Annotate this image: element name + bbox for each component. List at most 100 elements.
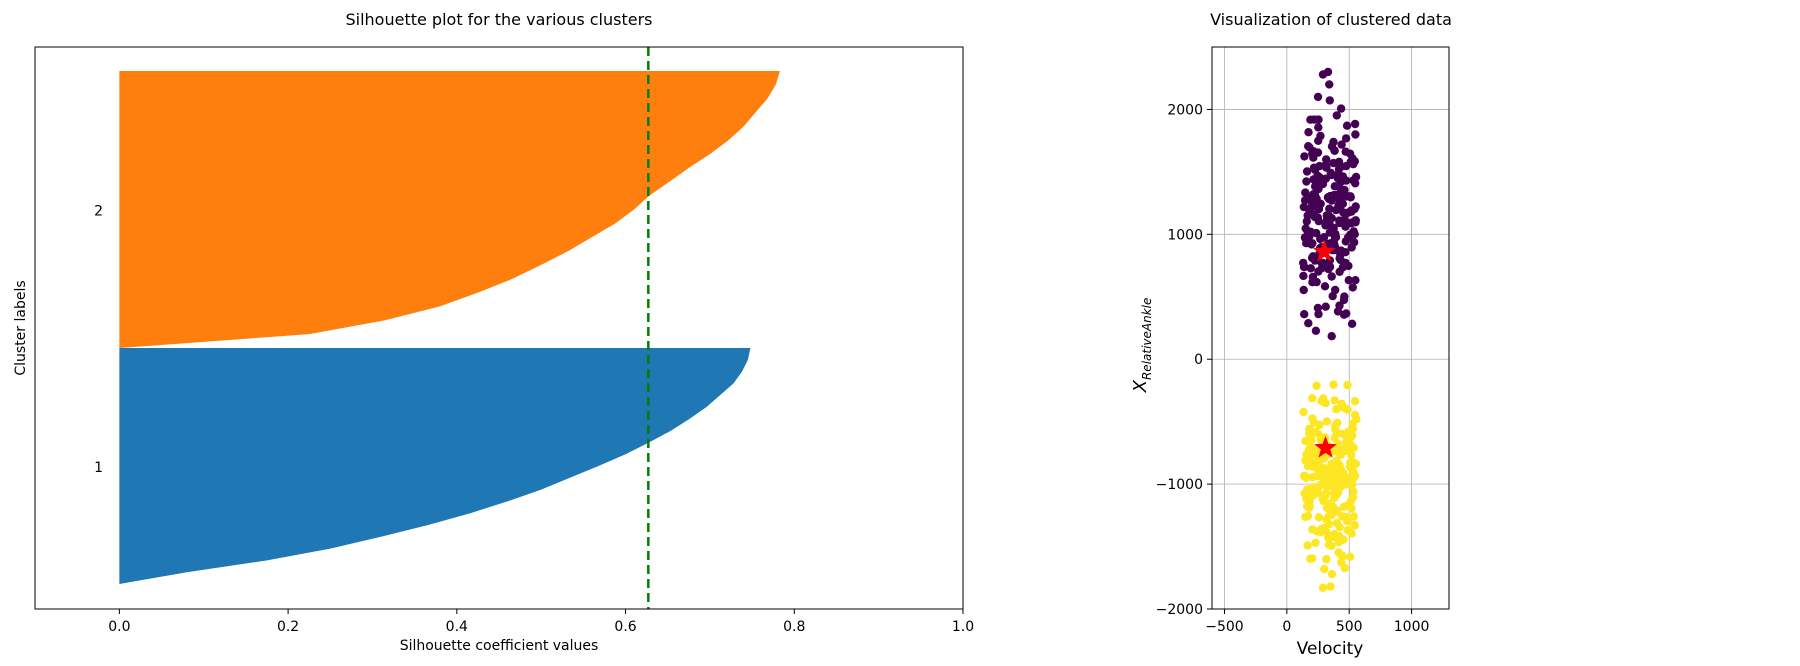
scatter-x-ticks: −500 0 500 1000: [1205, 609, 1429, 635]
scatter-x-tick-label: 500: [1336, 619, 1363, 635]
scatter-point-cluster-1: [1309, 175, 1318, 184]
scatter-point-cluster-1: [1329, 158, 1338, 168]
scatter-point-cluster-1: [1325, 204, 1334, 213]
scatter-point-cluster-2: [1314, 429, 1323, 439]
scatter-point-cluster-1: [1336, 246, 1346, 255]
scatter-point-cluster-1: [1339, 208, 1348, 217]
scatter-point-cluster-1: [1351, 218, 1360, 227]
scatter-point-cluster-2: [1308, 394, 1317, 403]
scatter-point-cluster-2: [1313, 472, 1322, 481]
scatter-point-cluster-1: [1349, 160, 1358, 169]
scatter-point-cluster-2: [1326, 462, 1335, 471]
scatter-point-cluster-2: [1312, 381, 1321, 390]
scatter-point-cluster-1: [1321, 302, 1330, 311]
scatter-point-cluster-2: [1346, 440, 1355, 449]
silhouette-bars: [119, 71, 780, 584]
scatter-plot-frame: [1211, 46, 1450, 610]
silhouette-x-tick-label: 1.0: [952, 619, 974, 635]
scatter-point-cluster-1: [1306, 115, 1315, 124]
scatter-point-cluster-2: [1308, 554, 1317, 563]
scatter-point-cluster-1: [1308, 239, 1317, 248]
centroid-markers: [1312, 239, 1337, 458]
silhouette-chart: Silhouette plot for the various clusters…: [13, 10, 974, 654]
scatter-x-tick-label: 0: [1282, 619, 1291, 635]
scatter-y-label-sub: RelativeAnkle: [1140, 298, 1154, 380]
scatter-point-cluster-1: [1329, 223, 1338, 233]
scatter-point-cluster-1: [1334, 170, 1343, 179]
scatter-point-cluster-1: [1325, 80, 1334, 89]
scatter-point-cluster-2: [1306, 453, 1316, 462]
scatter-point-cluster-2: [1332, 456, 1341, 465]
silhouette-x-tick-label: 0.0: [108, 619, 130, 635]
scatter-point-cluster-1: [1314, 115, 1323, 124]
scatter-y-tick-label: 0: [1194, 352, 1203, 368]
scatter-point-cluster-1: [1329, 137, 1338, 147]
scatter-point-cluster-1: [1337, 140, 1346, 149]
scatter-point-cluster-1: [1304, 319, 1313, 328]
scatter-point-cluster-1: [1316, 131, 1325, 141]
scatter-point-cluster-1: [1304, 128, 1313, 137]
scatter-point-cluster-2: [1314, 513, 1324, 522]
cluster-label-2: 2: [94, 204, 103, 220]
scatter-point-cluster-1: [1344, 276, 1354, 285]
silhouette-band-1: [119, 348, 751, 584]
scatter-y-ticks: −2000 −1000 0 1000 2000: [1156, 102, 1212, 618]
scatter-point-cluster-2: [1324, 480, 1333, 489]
scatter-point-cluster-1: [1309, 147, 1318, 156]
scatter-point-cluster-2: [1336, 450, 1346, 459]
scatter-point-cluster-2: [1303, 511, 1313, 521]
scatter-point-cluster-1: [1336, 104, 1346, 113]
scatter-point-cluster-1: [1325, 262, 1335, 272]
centroid-star-1: [1312, 239, 1336, 262]
centroid-star-2: [1314, 435, 1337, 458]
scatter-point-cluster-1: [1347, 319, 1357, 328]
scatter-point-cluster-1: [1318, 70, 1328, 79]
scatter-point-cluster-1: [1323, 216, 1332, 225]
scatter-point-cluster-1: [1321, 160, 1330, 170]
scatter-point-cluster-2: [1343, 516, 1352, 526]
scatter-point-cluster-1: [1325, 96, 1335, 105]
scatter-point-cluster-2: [1324, 519, 1334, 529]
scatter-point-cluster-2: [1299, 407, 1308, 417]
scatter-point-cluster-1: [1338, 217, 1348, 226]
scatter-y-tick-label: 1000: [1167, 227, 1203, 243]
scatter-point-cluster-1: [1309, 163, 1319, 172]
silhouette-x-tick-label: 0.6: [614, 619, 636, 635]
scatter-point-cluster-1: [1308, 272, 1318, 282]
scatter-point-cluster-1: [1349, 227, 1358, 236]
silhouette-plot-frame: [34, 46, 964, 610]
scatter-point-cluster-2: [1316, 528, 1326, 537]
scatter-point-cluster-2: [1306, 442, 1315, 451]
scatter-point-cluster-1: [1327, 332, 1336, 341]
scatter-point-cluster-2: [1314, 483, 1323, 492]
scatter-point-cluster-2: [1350, 397, 1360, 406]
scatter-point-cluster-1: [1326, 191, 1335, 201]
scatter-point-cluster-1: [1351, 276, 1360, 285]
scatter-point-cluster-2: [1313, 454, 1323, 464]
scatter-point-cluster-2: [1329, 489, 1339, 498]
silhouette-x-tick-label: 0.2: [277, 619, 299, 635]
scatter-point-cluster-1: [1321, 174, 1331, 183]
scatter-point-cluster-1: [1300, 196, 1310, 205]
scatter-point-cluster-1: [1311, 326, 1321, 335]
scatter-point-cluster-1: [1328, 291, 1337, 301]
silhouette-band-2: [119, 71, 780, 348]
scatter-point-cluster-2: [1343, 405, 1352, 414]
scatter-point-cluster-1: [1309, 190, 1318, 199]
scatter-point-cluster-2: [1350, 520, 1359, 530]
silhouette-x-label: Silhouette coefficient values: [400, 638, 599, 654]
scatter-point-cluster-1: [1300, 152, 1309, 161]
scatter-point-cluster-1: [1314, 309, 1323, 319]
scatter-x-tick-label: 1000: [1394, 619, 1430, 635]
silhouette-x-tick-label: 0.8: [783, 619, 805, 635]
scatter-point-cluster-2: [1347, 450, 1356, 460]
scatter-point-cluster-1: [1339, 295, 1349, 305]
scatter-point-cluster-2: [1329, 380, 1338, 389]
scatter-point-cluster-2: [1320, 564, 1329, 574]
scatter-point-cluster-2: [1313, 464, 1322, 474]
scatter-x-tick-label: −500: [1205, 619, 1243, 635]
scatter-point-cluster-1: [1343, 233, 1353, 242]
scatter-point-cluster-1: [1351, 130, 1360, 139]
scatter-point-cluster-2: [1348, 493, 1358, 502]
